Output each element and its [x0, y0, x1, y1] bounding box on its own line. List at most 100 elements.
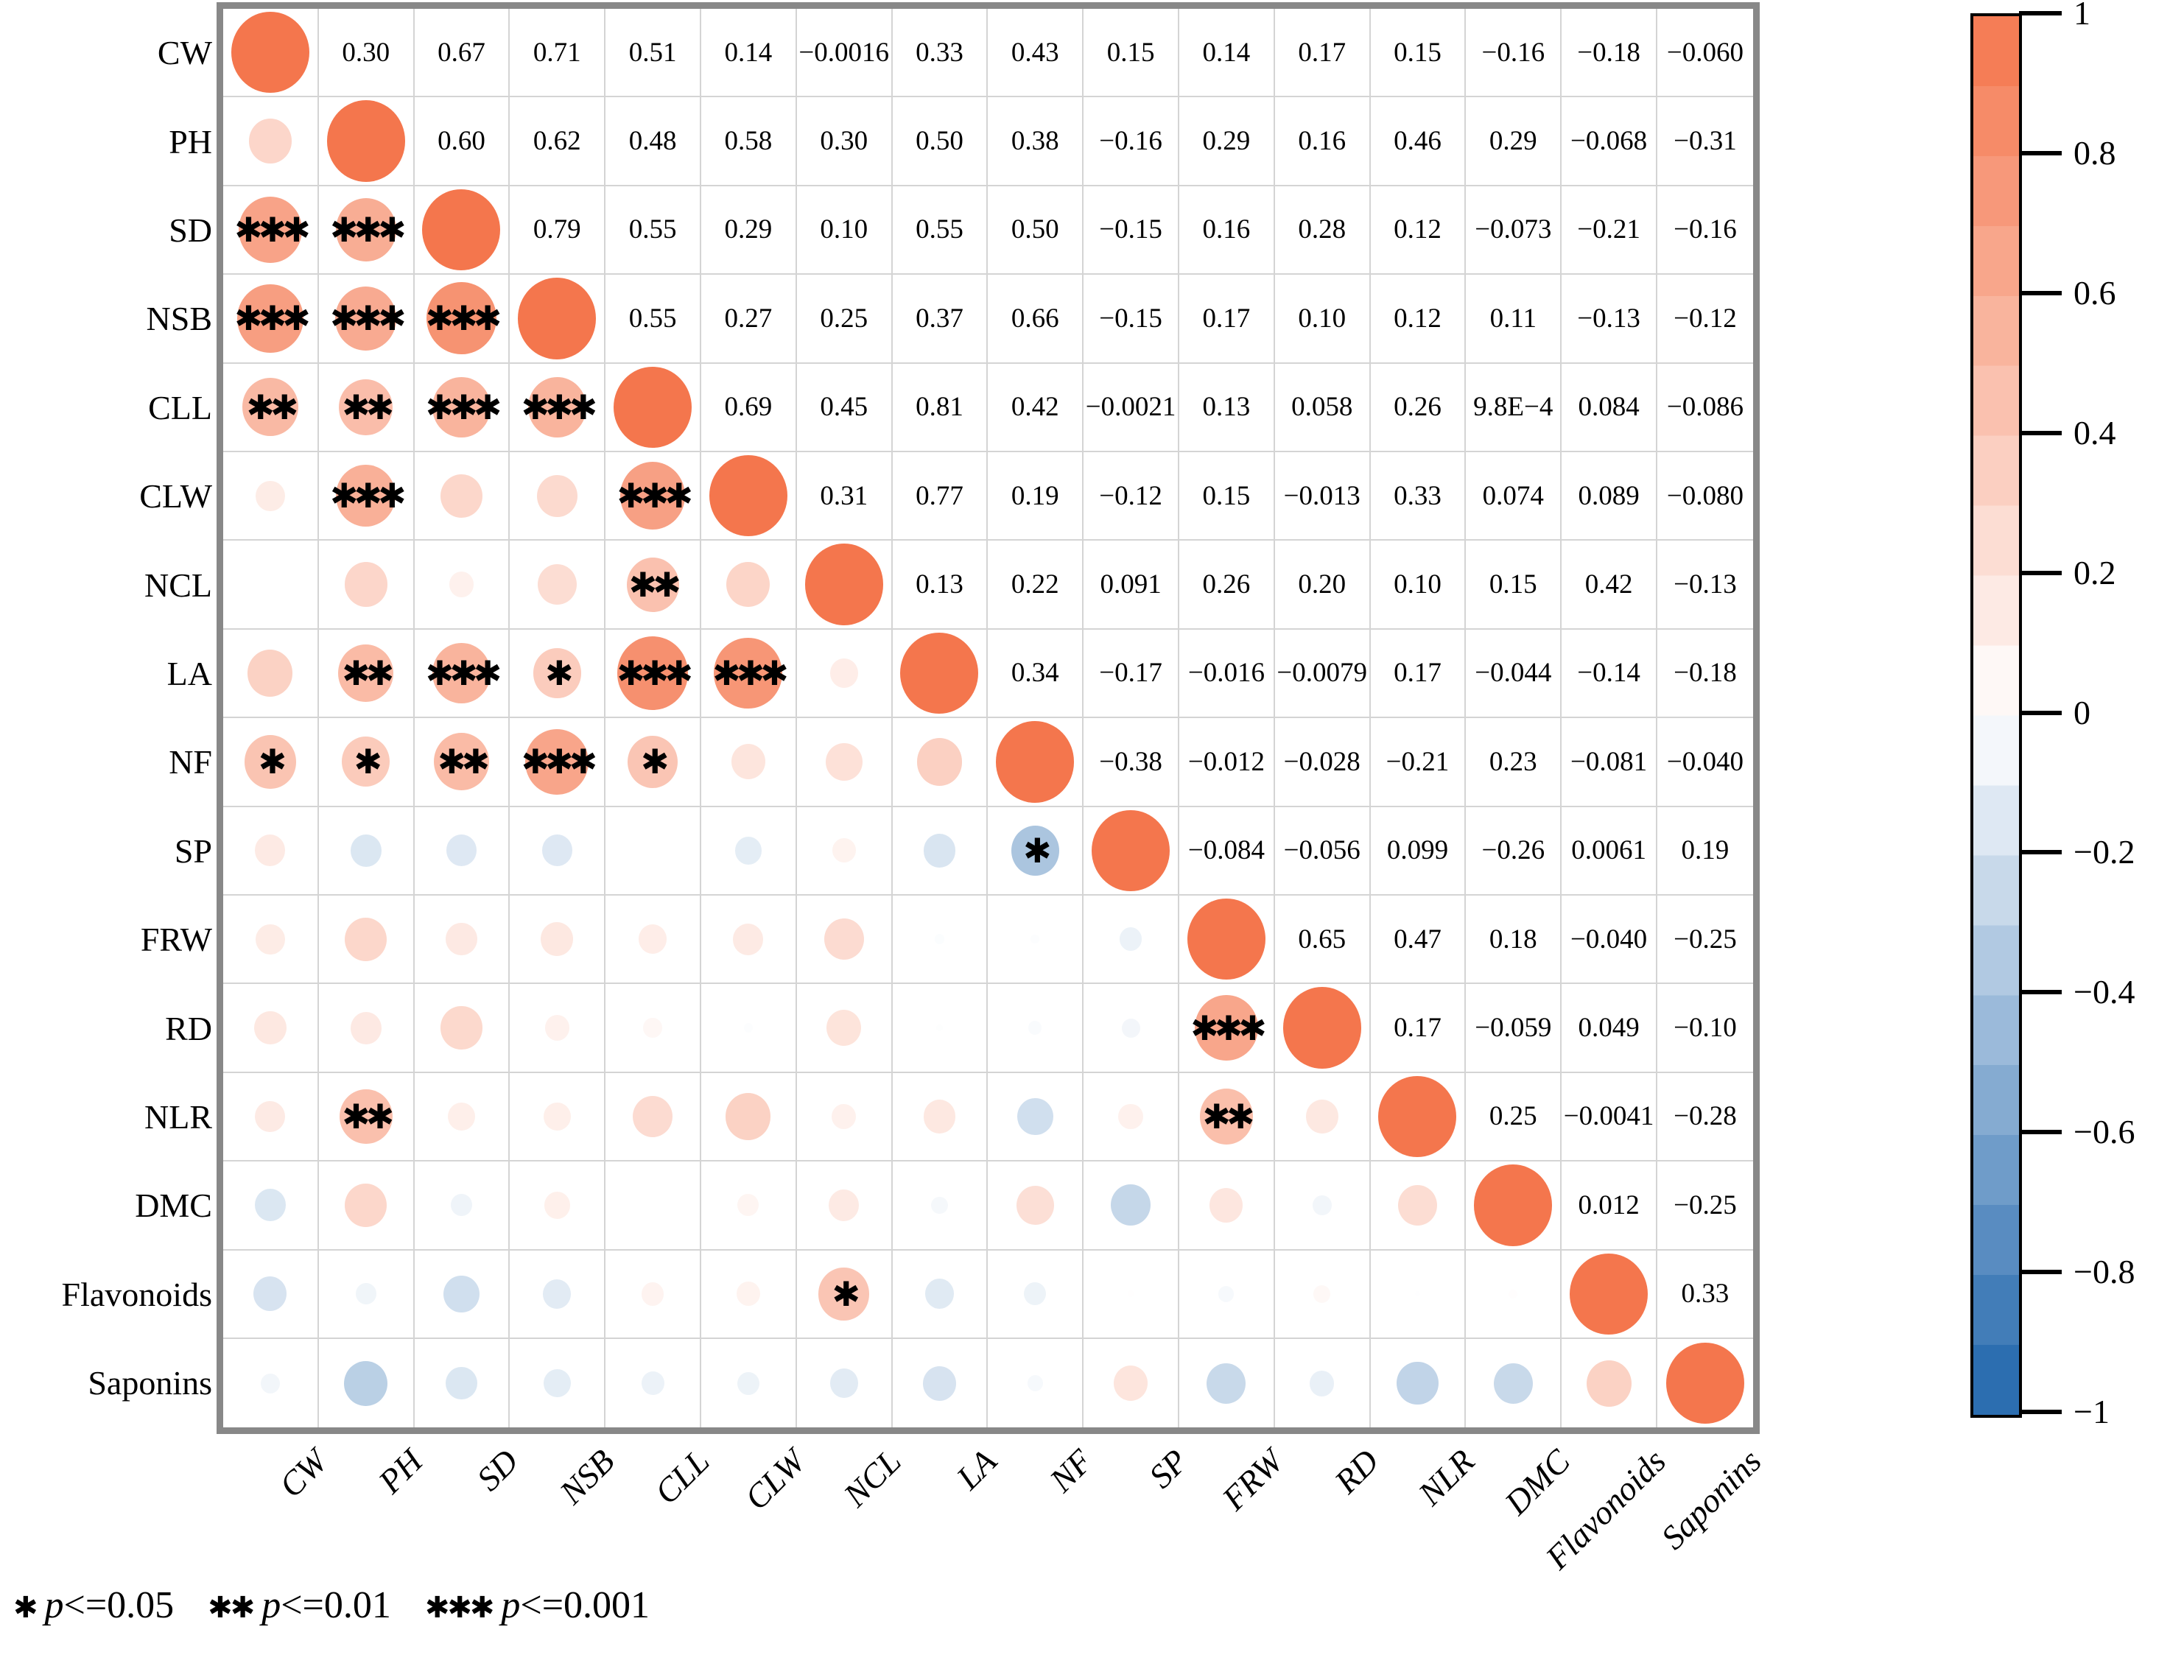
- column-label-SP: SP: [1141, 1442, 1195, 1496]
- correlation-circle: [832, 838, 856, 863]
- significance-stars: ✱✱✱: [329, 476, 407, 516]
- correlation-value: 0.46: [1394, 126, 1442, 157]
- correlation-value: 0.17: [1202, 303, 1251, 334]
- matrix-cell-RD-RD: [1274, 984, 1371, 1073]
- matrix-cell-SD-Saponins: −0.16: [1657, 186, 1753, 275]
- correlation-circle: [527, 376, 586, 437]
- correlation-value: 0.13: [916, 569, 963, 600]
- correlation-circle: [923, 834, 956, 868]
- matrix-cell-FRW-DMC: 0.18: [1466, 896, 1562, 985]
- correlation-value: 0.15: [1106, 37, 1155, 68]
- correlation-circle: [543, 1279, 572, 1309]
- matrix-cell-NSB-FRW: 0.17: [1179, 275, 1275, 364]
- matrix-cell-LA-RD: −0.0079: [1274, 629, 1371, 719]
- correlation-value: −0.17: [1099, 658, 1162, 689]
- matrix-cell-NF-NCL: [796, 718, 893, 807]
- correlation-value: 0.33: [1681, 1279, 1730, 1310]
- matrix-cell-CW-Saponins: −0.060: [1657, 9, 1753, 98]
- matrix-cell-NCL-CLL: ✱✱: [605, 541, 701, 630]
- row-label-FRW: FRW: [140, 921, 212, 959]
- correlation-circle: [916, 738, 963, 786]
- matrix-cell-Flavonoids-SP: [1084, 1250, 1179, 1339]
- correlation-value: −0.086: [1666, 392, 1744, 423]
- correlation-circle: [451, 1194, 472, 1217]
- matrix-cell-CLW-NCL: 0.31: [796, 452, 893, 541]
- correlation-circle: [256, 924, 285, 955]
- correlation-value: −0.028: [1283, 746, 1360, 777]
- correlation-circle: [237, 284, 303, 353]
- matrix-cell-LA-FRW: −0.016: [1179, 629, 1275, 719]
- correlation-value: −0.084: [1187, 835, 1265, 866]
- correlation-value: 0.25: [820, 303, 868, 334]
- correlation-circle: [231, 12, 309, 94]
- correlation-circle: [824, 918, 864, 960]
- matrix-cell-RD-NLR: 0.17: [1370, 984, 1467, 1073]
- correlation-circle: [734, 836, 762, 865]
- correlation-value: 0.33: [916, 37, 963, 68]
- significance-stars: ✱✱✱: [425, 298, 502, 339]
- correlation-value: 0.55: [916, 214, 963, 245]
- matrix-cell-SP-NSB: [510, 806, 606, 896]
- row-label-PH: PH: [169, 122, 212, 161]
- correlation-value: 0.17: [1298, 37, 1346, 68]
- correlation-value: 0.14: [1202, 37, 1251, 68]
- matrix-cell-CLW-NF: 0.19: [988, 452, 1084, 541]
- matrix-cell-PH-Saponins: −0.31: [1657, 97, 1753, 186]
- matrix-cell-CLW-RD: −0.013: [1274, 452, 1371, 541]
- correlation-circle: [633, 1095, 673, 1138]
- correlation-circle: [434, 733, 489, 791]
- legend-stars: ✱: [13, 1591, 38, 1625]
- correlation-circle: [1309, 1370, 1335, 1396]
- matrix-cell-SD-CW: ✱✱✱: [223, 186, 319, 275]
- correlation-value: −0.040: [1570, 924, 1648, 955]
- matrix-cell-CW-Flavonoids: −0.18: [1562, 9, 1657, 98]
- correlation-value: −0.016: [1187, 658, 1265, 689]
- correlation-circle: [1397, 1362, 1439, 1405]
- correlation-circle: [350, 834, 382, 867]
- matrix-cell-FRW-SP: [1084, 896, 1179, 985]
- matrix-cell-NLR-SP: [1084, 1072, 1179, 1162]
- matrix-cell-CLW-FRW: 0.15: [1179, 452, 1275, 541]
- matrix-cell-LA-Saponins: −0.18: [1657, 630, 1753, 719]
- correlation-circle: [1199, 1089, 1254, 1145]
- matrix-cell-DMC-SD: [414, 1161, 510, 1251]
- matrix-cell-CW-NLR: 0.15: [1370, 9, 1467, 98]
- matrix-cell-NSB-DMC: 0.11: [1466, 275, 1562, 364]
- correlation-circle: [743, 1023, 753, 1033]
- matrix-cell-SP-LA: [892, 806, 989, 896]
- matrix-cell-CLW-NSB: [510, 452, 606, 541]
- column-label-SD: SD: [469, 1442, 526, 1499]
- matrix-cell-FRW-PH: [318, 896, 415, 985]
- matrix-cell-FRW-FRW: [1179, 896, 1275, 985]
- matrix-cell-NSB-CLL: 0.55: [605, 275, 701, 364]
- matrix-cell-SD-CLW: 0.29: [701, 186, 797, 275]
- correlation-circle: [1586, 1360, 1632, 1407]
- correlation-circle: [336, 465, 396, 527]
- correlation-circle: [255, 834, 286, 867]
- matrix-cell-CLW-NLR: 0.33: [1370, 452, 1467, 541]
- matrix-cell-NCL-NSB: [510, 541, 606, 630]
- correlation-value: −0.16: [1674, 214, 1737, 245]
- matrix-cell-NLR-NSB: [510, 1072, 606, 1162]
- correlation-circle: [1305, 1100, 1338, 1134]
- correlation-circle: [1127, 1290, 1134, 1298]
- significance-stars: ✱✱: [342, 387, 394, 427]
- colorbar-tick: [2019, 1130, 2062, 1135]
- matrix-cell-DMC-Saponins: −0.25: [1657, 1161, 1753, 1251]
- correlation-circle: [344, 562, 387, 607]
- matrix-cell-Saponins-CLW: [701, 1339, 797, 1428]
- correlation-value: 0.13: [1202, 392, 1251, 423]
- correlation-value: −0.18: [1674, 658, 1737, 689]
- legend-stars: ✱✱: [208, 1591, 255, 1625]
- correlation-circle: [344, 1360, 388, 1406]
- matrix-cell-CW-CW: [223, 9, 319, 98]
- matrix-cell-PH-PH: [318, 97, 415, 186]
- matrix-cell-PH-FRW: 0.29: [1179, 97, 1275, 186]
- correlation-value: −0.31: [1674, 126, 1737, 157]
- matrix-cell-CLW-LA: 0.77: [892, 452, 989, 541]
- matrix-cell-CLL-CLL: [605, 363, 701, 452]
- colorbar-tick-label: 0.6: [2074, 273, 2116, 312]
- correlation-value: 0.22: [1011, 569, 1059, 600]
- colorbar-tick: [2019, 1410, 2062, 1414]
- row-label-Flavonoids: Flavonoids: [61, 1275, 212, 1313]
